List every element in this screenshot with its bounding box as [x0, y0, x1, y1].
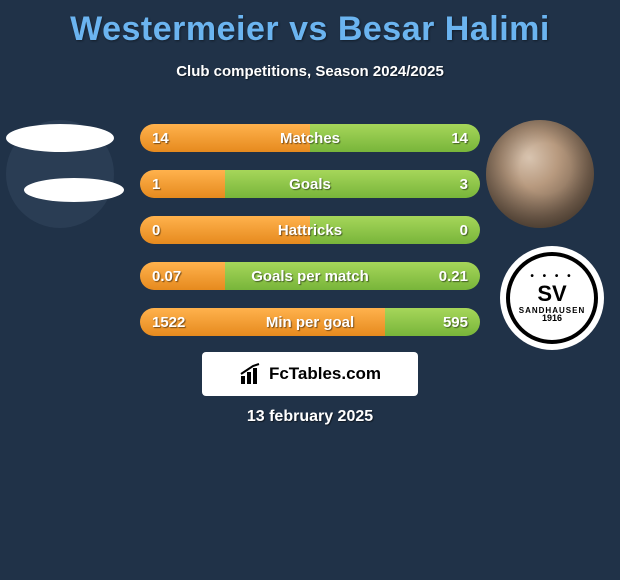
- page-title: Westermeier vs Besar Halimi: [0, 0, 620, 49]
- subtitle: Club competitions, Season 2024/2025: [0, 63, 620, 80]
- club-initials: SV: [537, 284, 566, 304]
- date-label: 13 february 2025: [0, 408, 620, 426]
- club-arc-bottom: SANDHAUSEN: [519, 306, 585, 315]
- stat-bars: 1414Matches 13Goals 00Hattricks 0.070.21Goa…: [140, 124, 480, 354]
- brand-label: FcTables.com: [269, 364, 381, 384]
- brand-box[interactable]: FcTables.com: [202, 352, 418, 396]
- bar-label: Goals: [140, 176, 480, 193]
- bar-label: Min per goal: [140, 314, 480, 331]
- bar-label: Goals per match: [140, 268, 480, 285]
- bar-label: Matches: [140, 130, 480, 147]
- stat-bar-row: 0.070.21Goals per match: [140, 262, 480, 290]
- club-right-badge: • • • • SV SANDHAUSEN 1916: [500, 246, 604, 350]
- bar-label: Hattricks: [140, 222, 480, 239]
- stat-bar-row: 13Goals: [140, 170, 480, 198]
- player-left-avatar: [6, 120, 114, 228]
- stat-bar-row: 1414Matches: [140, 124, 480, 152]
- stat-bar-row: 1522595Min per goal: [140, 308, 480, 336]
- club-arc-top: • • • •: [530, 271, 573, 282]
- chart-icon: [239, 362, 263, 386]
- player-right-avatar: [486, 120, 594, 228]
- stat-bar-row: 00Hattricks: [140, 216, 480, 244]
